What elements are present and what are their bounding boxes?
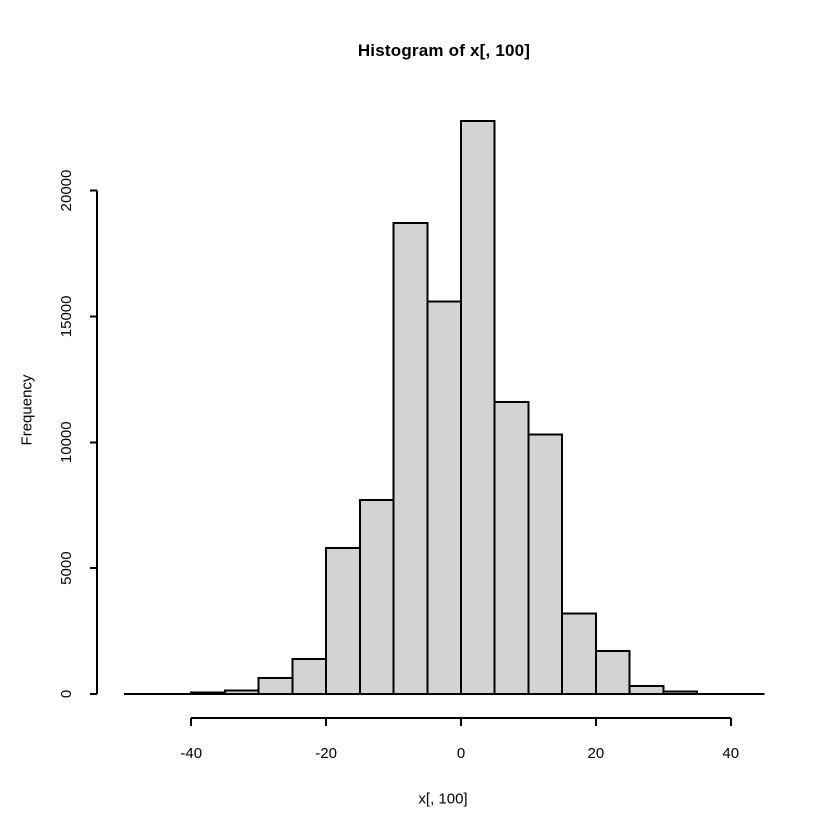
histogram-bar [628,684,665,695]
x-tick-label: -20 [315,745,337,762]
histogram-bar [223,689,260,695]
y-tick-label: 15000 [58,296,75,338]
x-tick-label: -40 [180,745,202,762]
x-tick-label: 0 [457,745,465,762]
histogram-bar [594,650,631,696]
histogram-bar [291,657,328,696]
histogram-bar [358,499,395,695]
x-tick-label: 20 [588,745,605,762]
histogram-bar [460,120,496,695]
histogram-bar [392,222,429,695]
histogram-bar [426,300,462,695]
histogram-bar [493,400,530,695]
y-tick-label: 20000 [58,170,75,212]
y-tick-label: 5000 [58,551,75,584]
y-tick-label: 10000 [58,421,75,463]
y-tick-label: 0 [58,690,75,698]
histogram-bar [662,690,699,696]
histogram-bar [257,676,294,695]
histogram-bar [190,691,226,696]
histogram-bar [325,546,361,695]
x-axis-label: x[, 100] [418,790,468,808]
histogram-bar [527,433,564,695]
chart-title: Histogram of x[, 100] [357,41,531,60]
x-tick-label: 40 [722,745,739,762]
histogram-bar [561,612,597,695]
